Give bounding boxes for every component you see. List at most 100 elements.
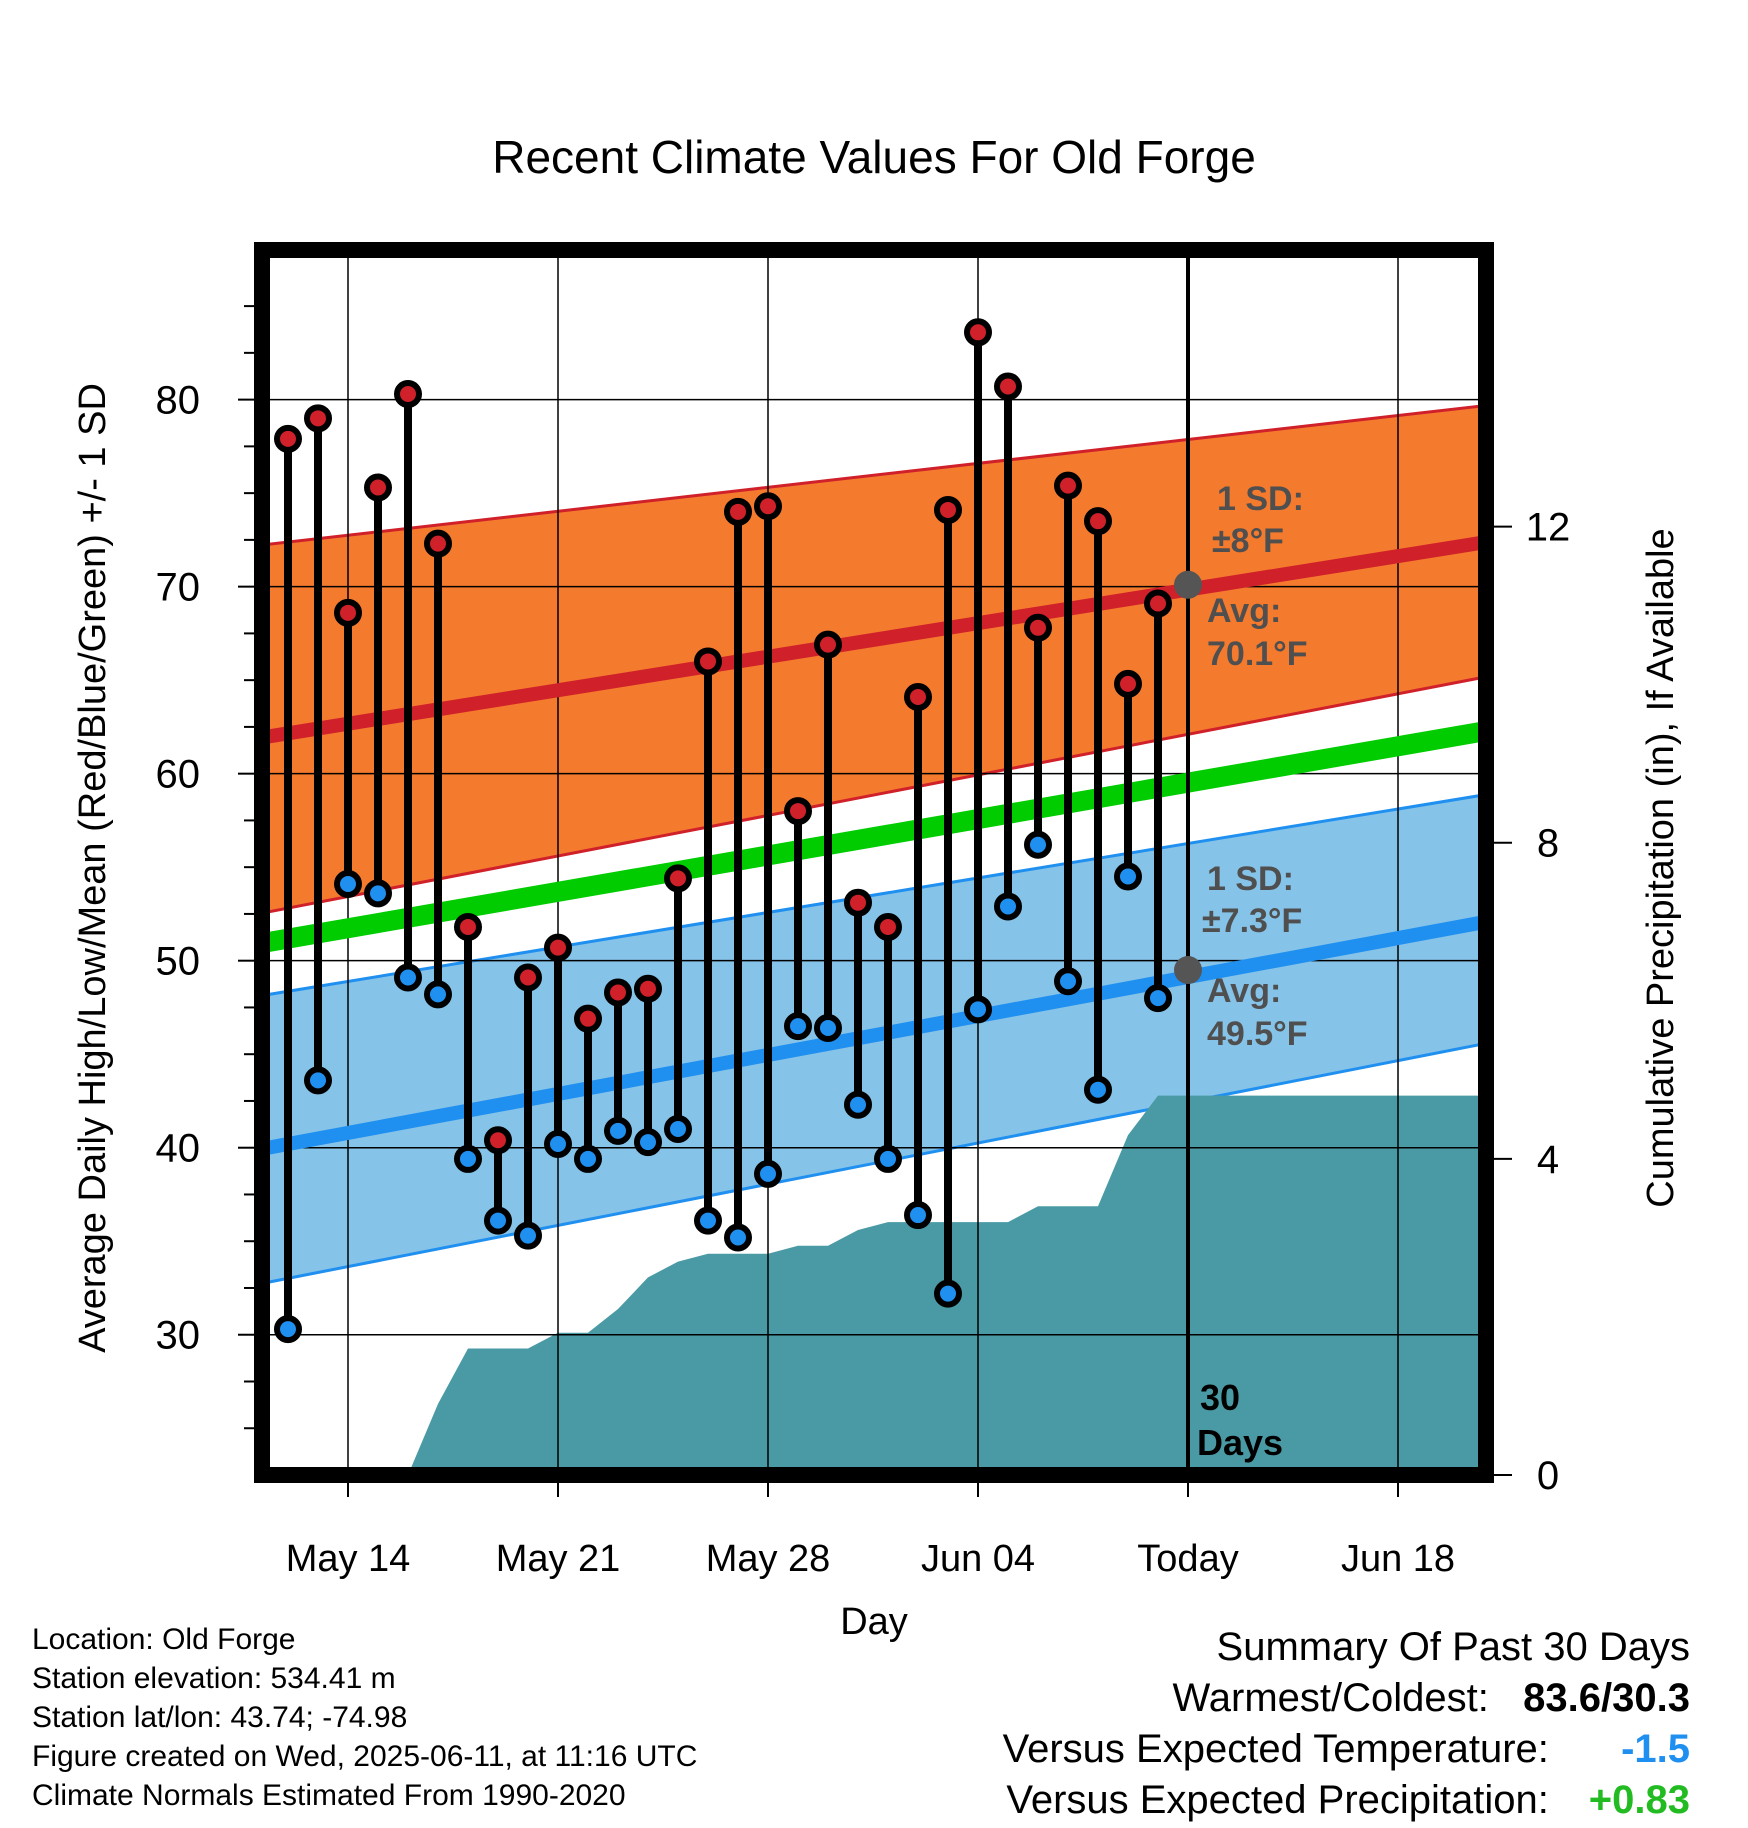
days-count-label: 30 (1200, 1377, 1240, 1418)
y-left-tick-label: 40 (156, 1127, 201, 1171)
plot-inner (262, 250, 1486, 1475)
high-sd-label: 1 SD: (1217, 480, 1304, 518)
x-tick-label: May 14 (286, 1538, 411, 1580)
daily-low-point (964, 995, 992, 1024)
y-axis-left-label: Average Daily High/Low/Mean (Red/Blue/Gr… (72, 383, 114, 1353)
y-left-tick-label: 70 (156, 566, 201, 610)
daily-high-point (814, 630, 842, 659)
daily-low-point (934, 1279, 962, 1308)
y-left-tick-label: 60 (156, 753, 201, 797)
high-sd-lower-edge (262, 675, 1486, 915)
daily-low-point (994, 892, 1022, 921)
daily-high-point (544, 933, 572, 962)
daily-low-point (1144, 984, 1172, 1013)
x-tick-label: Jun 18 (1341, 1538, 1455, 1580)
daily-high-point (1144, 589, 1172, 618)
high-sd-band (262, 405, 1486, 914)
daily-high-point (634, 974, 662, 1003)
low-sd-lower-edge (262, 1041, 1486, 1285)
daily-high-point (724, 497, 752, 526)
daily-low-point (874, 1144, 902, 1173)
daily-low-point (454, 1144, 482, 1173)
y-right-tick-label: 0 (1537, 1454, 1559, 1498)
plot-area: 1 SD: ±8°F Avg: 70.1°F 1 SD: ±7.3°F Avg: 49.5°F… (156, 242, 1571, 1580)
high-sd-upper-edge (262, 403, 1486, 547)
station-info: Location: Old Forge Station elevation: 5… (32, 1620, 697, 1815)
low-sd-value: ±7.3°F (1202, 902, 1302, 940)
daily-low-point (364, 879, 392, 908)
daily-high-point (424, 529, 452, 558)
daily-low-point (634, 1128, 662, 1157)
y-right-tick-label: 12 (1526, 506, 1571, 550)
mean-avg-line (262, 720, 1486, 954)
daily-low-point (514, 1221, 542, 1250)
daily-high-point (844, 888, 872, 917)
warmest-value: 83.6/30.3 (1523, 1676, 1690, 1720)
y-right-tick-label: 8 (1537, 822, 1559, 866)
x-tick-label: Today (1137, 1538, 1238, 1580)
daily-low-point (664, 1115, 692, 1144)
x-tick-label: May 28 (706, 1538, 831, 1580)
precip-label: Versus Expected Precipitation: (1006, 1778, 1549, 1822)
daily-high-point (664, 864, 692, 893)
daily-high-point (1114, 669, 1142, 698)
daily-low-point (784, 1012, 812, 1041)
daily-high-point (484, 1126, 512, 1155)
low-sd-upper-edge (262, 793, 1486, 998)
x-axis-label: Day (840, 1601, 908, 1643)
daily-high-point (274, 424, 302, 453)
created-text: Figure created on Wed, 2025-06-11, at 11… (32, 1740, 698, 1773)
precip-value: +0.83 (1588, 1778, 1690, 1822)
daily-high-point (1024, 613, 1052, 642)
temp-label: Versus Expected Temperature: (1002, 1727, 1549, 1771)
daily-low-point (694, 1206, 722, 1235)
summary-precip-row: Versus Expected Precipitation: +0.83 (1003, 1775, 1690, 1826)
daily-high-point (514, 963, 542, 992)
daily-high-point (454, 913, 482, 942)
daily-low-point (274, 1315, 302, 1344)
daily-low-point (904, 1201, 932, 1230)
daily-high-point (784, 797, 812, 826)
daily-high-point (694, 647, 722, 676)
low-avg-line (262, 914, 1486, 1156)
daily-high-point (1054, 471, 1082, 500)
daily-high-point (754, 492, 782, 521)
daily-low-point (814, 1014, 842, 1043)
daily-low-point (1084, 1075, 1112, 1104)
summary-box: Summary Of Past 30 Days Warmest/Coldest:… (1003, 1622, 1690, 1826)
y-right-tick-label: 4 (1537, 1138, 1559, 1182)
high-avg-value: 70.1°F (1207, 635, 1308, 673)
chart-title: Recent Climate Values For Old Forge (492, 131, 1256, 183)
x-tick-label: Jun 04 (921, 1538, 1035, 1580)
low-avg-marker (1174, 956, 1202, 985)
temp-value: -1.5 (1621, 1727, 1690, 1771)
daily-low-point (1024, 830, 1052, 859)
daily-high-point (334, 598, 362, 627)
daily-high-point (934, 495, 962, 524)
days-word-label: Days (1197, 1422, 1283, 1463)
summary-heading: Summary Of Past 30 Days (1216, 1625, 1690, 1669)
daily-high-point (1084, 507, 1112, 536)
plot-frame (254, 242, 1494, 1483)
high-avg-label: Avg: (1207, 592, 1281, 630)
x-tick-label: May 21 (496, 1538, 621, 1580)
daily-high-point (874, 913, 902, 942)
y-left-tick-label: 50 (156, 940, 201, 984)
daily-low-point (544, 1129, 572, 1158)
daily-high-point (964, 318, 992, 347)
elevation-text: Station elevation: 534.41 m (32, 1662, 396, 1695)
daily-low-point (304, 1066, 332, 1095)
warmest-label: Warmest/Coldest: (1172, 1676, 1489, 1720)
normals-text: Climate Normals Estimated From 1990-2020 (32, 1779, 626, 1812)
latlon-text: Station lat/lon: 43.74; -74.98 (32, 1701, 408, 1734)
daily-low-point (604, 1116, 632, 1145)
daily-high-point (574, 1004, 602, 1033)
daily-low-point (574, 1144, 602, 1173)
daily-low-point (1054, 967, 1082, 996)
high-avg-line (262, 534, 1486, 745)
high-avg-marker (1174, 570, 1202, 599)
high-sd-value: ±8°F (1212, 522, 1284, 560)
daily-low-point (754, 1159, 782, 1188)
daily-high-point (604, 978, 632, 1007)
